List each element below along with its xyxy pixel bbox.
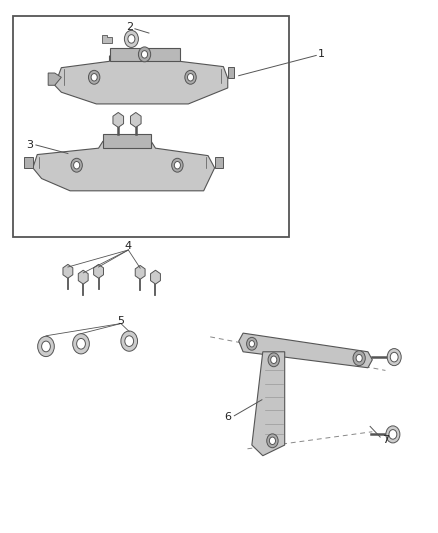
Circle shape	[91, 74, 97, 81]
Circle shape	[141, 51, 148, 58]
Circle shape	[185, 70, 196, 84]
Circle shape	[172, 158, 183, 172]
Circle shape	[121, 331, 138, 351]
Circle shape	[269, 437, 276, 445]
Text: 6: 6	[224, 412, 231, 422]
Circle shape	[128, 35, 135, 43]
Polygon shape	[78, 270, 88, 284]
Polygon shape	[94, 264, 103, 278]
Polygon shape	[113, 112, 124, 127]
Circle shape	[386, 426, 400, 443]
Polygon shape	[102, 35, 112, 43]
Circle shape	[187, 74, 194, 81]
Circle shape	[174, 161, 180, 169]
Circle shape	[249, 341, 254, 347]
Text: 5: 5	[117, 316, 124, 326]
Text: 1: 1	[318, 49, 325, 59]
Circle shape	[125, 336, 134, 346]
Circle shape	[247, 337, 257, 350]
Text: 7: 7	[382, 435, 389, 446]
Polygon shape	[131, 112, 141, 127]
Circle shape	[88, 70, 100, 84]
Circle shape	[271, 356, 277, 364]
Circle shape	[356, 354, 362, 362]
Polygon shape	[103, 134, 151, 148]
Polygon shape	[55, 56, 228, 104]
Text: 4: 4	[125, 241, 132, 251]
Circle shape	[73, 334, 89, 354]
Polygon shape	[135, 265, 145, 279]
Circle shape	[389, 430, 397, 439]
Circle shape	[124, 30, 138, 47]
Polygon shape	[33, 141, 215, 191]
Polygon shape	[48, 73, 61, 85]
Polygon shape	[215, 157, 223, 168]
Circle shape	[42, 341, 50, 352]
Circle shape	[387, 349, 401, 366]
Circle shape	[353, 351, 365, 366]
Circle shape	[38, 336, 54, 357]
Polygon shape	[24, 157, 33, 168]
Polygon shape	[252, 352, 285, 456]
Text: 3: 3	[26, 140, 33, 150]
Circle shape	[268, 353, 279, 367]
Circle shape	[74, 161, 80, 169]
Circle shape	[71, 158, 82, 172]
Circle shape	[390, 352, 398, 362]
Polygon shape	[228, 67, 234, 78]
Polygon shape	[239, 333, 372, 368]
Polygon shape	[110, 48, 180, 61]
Polygon shape	[63, 264, 73, 278]
Circle shape	[267, 434, 278, 448]
Bar	[13, 16, 289, 237]
Polygon shape	[151, 270, 160, 284]
Text: 2: 2	[126, 22, 133, 32]
Circle shape	[77, 338, 85, 349]
Circle shape	[138, 47, 151, 62]
